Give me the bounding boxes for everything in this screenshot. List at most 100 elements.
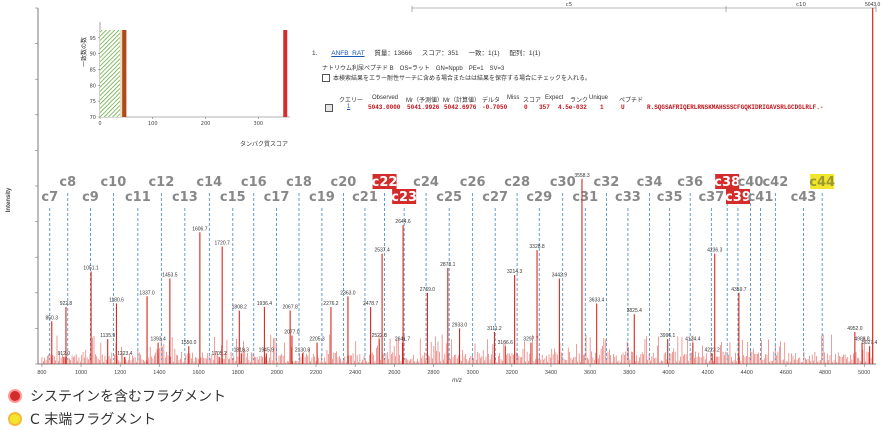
fragment-label-c11: c11 (125, 190, 151, 205)
fragment-label-c17: c17 (264, 190, 290, 205)
peak-label: 1705.2 (212, 351, 228, 357)
accession-link[interactable]: ANFB_RAT (331, 50, 365, 57)
peak-label: 2363.0 (340, 290, 356, 296)
peak-label: 2130.8 (295, 347, 311, 353)
peak-label: 1936.4 (257, 301, 273, 307)
fragment-label-c26: c26 (460, 175, 486, 190)
peak-label: 2644.6 (395, 219, 411, 225)
peak-label: 3214.3 (507, 269, 523, 275)
fragment-label-c32: c32 (593, 175, 619, 190)
peak-label: 3825.4 (627, 308, 643, 314)
fragment-label-c34: c34 (637, 175, 663, 190)
peak-label: 2522.8 (372, 333, 388, 339)
fragment-label-c10: c10 (100, 175, 126, 190)
peak-label: 4124.4 (685, 337, 701, 343)
row-mr-expt: 5041.9926 (407, 104, 440, 111)
x-tick-label: 1400 (153, 370, 165, 376)
peak-label: 3442.9 (552, 273, 568, 279)
inset-y-tick-label: 95 (90, 36, 96, 42)
x-tick-label: 3800 (623, 370, 635, 376)
x-tick-label: 4400 (741, 370, 753, 376)
fragment-label-c29: c29 (526, 190, 552, 205)
peak-label: 1945.9 (259, 347, 275, 353)
fragment-label-c37: c37 (698, 190, 724, 205)
col-query: クエリー (339, 98, 364, 104)
x-tick-label: 2200 (310, 370, 322, 376)
peak-label: 3996.1 (660, 333, 676, 339)
x-tick-label: 2600 (388, 370, 400, 376)
inset-y-label: 一致数の数 (80, 37, 88, 67)
peak-label: 4223.2 (705, 347, 721, 353)
fragment-label-c14: c14 (196, 175, 222, 190)
col-peptide: ペプチド (619, 98, 644, 104)
inset-x-tick-label: 200 (201, 121, 211, 127)
fragment-label-c20: c20 (331, 175, 357, 190)
peak-label: 2537.4 (374, 248, 390, 254)
fragment-label-c21: c21 (352, 190, 378, 205)
inset-y-tick-label: 70 (90, 115, 96, 121)
fragment-label-c24: c24 (413, 175, 439, 190)
peak-label: 1223.4 (117, 351, 133, 357)
error-tolerant-checkbox[interactable] (322, 74, 330, 83)
fragment-label-c41: c41 (748, 190, 774, 205)
x-tick-label: 4800 (819, 370, 831, 376)
row-query[interactable]: 1 (347, 104, 351, 110)
peak-label: 1720.7 (215, 241, 231, 247)
fragment-highlight-c38 (715, 174, 740, 189)
legend-item-cys: システインを含むフラグメント (8, 386, 226, 406)
row-mr-calc: 5042.6976 (444, 104, 477, 111)
peak-label: 2873.1 (440, 262, 456, 268)
inset-region (120, 30, 123, 117)
fragment-label-c25: c25 (436, 190, 462, 205)
row-score: 357 (539, 104, 550, 111)
score-label: スコア：351 (421, 50, 459, 57)
fragment-label-c22: c22 (372, 175, 398, 190)
row-rank: 1 (600, 104, 604, 111)
peak-label: 4236.3 (707, 248, 723, 254)
sequence-label: 配列：1(1) (509, 50, 541, 57)
legend-label-cterm: C 末端フラグメント (30, 412, 157, 428)
peak-label: 3297.7 (523, 337, 539, 343)
peak-label: 1818.3 (234, 347, 250, 353)
protein-description: ナトリウム利尿ペプチド B OS=ラット GN=Nppb PE=1 SV=3 (322, 66, 505, 72)
peak-label: 5043.0 (865, 2, 881, 8)
fragment-label-c40: c40 (738, 175, 764, 190)
result-table-row: 1 5043.0000 5041.9926 5042.6976 -0.7050 … (325, 104, 823, 112)
inset-y-tick-label: 80 (90, 83, 96, 89)
col-mr-expt: Mr（予測値） (406, 98, 443, 104)
fragment-label-c38: c38 (714, 175, 740, 190)
peak-label: 912.0 (58, 351, 71, 357)
fragment-label-c9: c9 (82, 190, 99, 205)
peak-label: 1453.5 (162, 273, 178, 279)
peak-label: 4988.8 (854, 337, 870, 343)
fragment-label-c44: c44 (809, 175, 835, 190)
legend-item-cterm: C 末端フラグメント (8, 409, 156, 429)
x-tick-label: 5000 (858, 370, 870, 376)
x-tick-label: 4000 (662, 370, 674, 376)
fragment-label-c8: c8 (59, 175, 76, 190)
inset-x-tick-label: 300 (254, 121, 264, 127)
peak-label: 2933.0 (452, 322, 468, 328)
peak-label: 1180.6 (109, 297, 124, 303)
col-observed: Observed (372, 95, 399, 101)
row-checkbox[interactable] (325, 104, 333, 112)
top-ruler-label: c5 (566, 2, 573, 8)
peak-label: 3111.2 (487, 326, 502, 332)
score-histogram-inset: 70 75 80 85 90 95 0 100 200 300 タンパク質スコア 一致数の数 (80, 22, 290, 148)
fragment-label-c23: c23 (391, 190, 417, 205)
x-tick-label: 4200 (701, 370, 713, 376)
row-expect: 4.5e-032 (558, 104, 587, 111)
x-tick-label: 1600 (192, 370, 204, 376)
error-tolerant-label: 本検索結果をエラー耐性サーチに含める場合またはは結果を保存する場合にチェックを入… (333, 76, 592, 82)
col-miss: Miss (507, 95, 520, 101)
peak-label: 1550.0 (181, 340, 197, 346)
inset-region (122, 30, 127, 117)
yellow-dot-icon (8, 412, 22, 426)
peak-label: 3558.3 (574, 173, 590, 179)
result-table-header: クエリー Observed Mr（予測値） Mr（計算値） デルタ Miss ス… (339, 95, 643, 104)
inset-x-tick-label: 0 (98, 121, 101, 127)
red-dot-icon (8, 389, 22, 403)
col-unique: Unique (589, 95, 609, 101)
peak-label: 1135.9 (100, 333, 115, 339)
fragment-label-c36: c36 (677, 175, 703, 190)
